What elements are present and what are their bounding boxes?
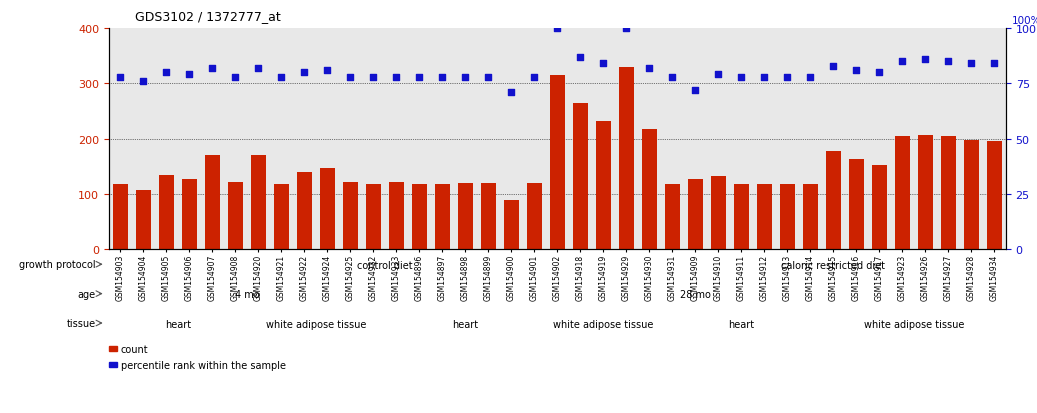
Text: tissue: tissue — [66, 318, 95, 328]
Text: control diet: control diet — [357, 260, 413, 270]
Bar — [319, 168, 335, 250]
Point — [595, 61, 612, 68]
Point — [411, 74, 427, 81]
Text: 28 mo: 28 mo — [680, 290, 710, 299]
Point — [342, 74, 359, 81]
Point — [917, 57, 933, 63]
Text: 4 mo: 4 mo — [234, 290, 259, 299]
Bar — [825, 152, 841, 250]
Bar — [343, 183, 358, 250]
Text: percentile rank within the sample: percentile rank within the sample — [120, 360, 285, 370]
Point — [733, 74, 750, 81]
Bar — [159, 175, 174, 250]
Point — [365, 74, 382, 81]
Point — [986, 61, 1003, 68]
Bar — [527, 183, 542, 250]
Bar — [109, 363, 117, 368]
Point — [618, 26, 635, 32]
Bar — [113, 185, 128, 250]
Bar — [872, 166, 887, 250]
Point — [848, 68, 865, 74]
Point — [756, 74, 773, 81]
Bar — [412, 185, 427, 250]
Bar — [642, 129, 656, 250]
Bar — [572, 104, 588, 250]
Bar — [228, 183, 243, 250]
Bar — [665, 185, 680, 250]
Text: count: count — [120, 344, 148, 354]
Bar — [136, 190, 150, 250]
Bar — [205, 156, 220, 250]
Point — [435, 74, 451, 81]
Bar — [757, 185, 772, 250]
Point — [572, 55, 589, 61]
Point — [112, 74, 129, 81]
Bar — [964, 140, 979, 250]
Bar — [251, 156, 265, 250]
Text: age: age — [78, 289, 95, 299]
Bar — [688, 179, 703, 250]
Bar — [481, 183, 496, 250]
Bar — [803, 185, 818, 250]
Bar — [895, 137, 909, 250]
Point — [135, 78, 151, 85]
Point — [297, 70, 313, 76]
Bar — [619, 68, 634, 250]
Bar — [918, 135, 933, 250]
Point — [941, 59, 957, 65]
Bar — [366, 185, 381, 250]
Point — [204, 65, 221, 72]
Point — [457, 74, 474, 81]
Point — [664, 74, 680, 81]
Bar — [849, 160, 864, 250]
Text: GDS3102 / 1372777_at: GDS3102 / 1372777_at — [135, 10, 281, 23]
Point — [181, 72, 198, 78]
Point — [503, 90, 520, 96]
Point — [871, 70, 888, 76]
Bar — [181, 180, 197, 250]
Point — [825, 63, 842, 70]
Bar — [458, 183, 473, 250]
Point — [894, 59, 910, 65]
Bar — [109, 346, 117, 351]
Bar — [780, 185, 795, 250]
Text: white adipose tissue: white adipose tissue — [265, 319, 366, 329]
Text: white adipose tissue: white adipose tissue — [553, 319, 653, 329]
Bar — [711, 177, 726, 250]
Point — [802, 74, 818, 81]
Point — [480, 74, 497, 81]
Text: heart: heart — [452, 319, 478, 329]
Point — [710, 72, 727, 78]
Text: growth protocol: growth protocol — [20, 260, 95, 270]
Point — [641, 65, 657, 72]
Point — [550, 26, 566, 32]
Bar — [435, 185, 450, 250]
Bar — [987, 142, 1002, 250]
Bar — [941, 137, 956, 250]
Text: white adipose tissue: white adipose tissue — [864, 319, 964, 329]
Text: caloric restricted diet: caloric restricted diet — [782, 260, 886, 270]
Point — [227, 74, 244, 81]
Point — [779, 74, 795, 81]
Text: heart: heart — [165, 319, 191, 329]
Point — [388, 74, 404, 81]
Text: 100%: 100% — [1011, 16, 1037, 26]
Point — [688, 88, 704, 94]
Point — [250, 65, 267, 72]
Point — [273, 74, 289, 81]
Point — [319, 68, 336, 74]
Point — [963, 61, 980, 68]
Bar — [274, 185, 289, 250]
Text: heart: heart — [728, 319, 755, 329]
Bar — [297, 173, 312, 250]
Bar — [596, 122, 611, 250]
Point — [526, 74, 542, 81]
Bar — [734, 185, 749, 250]
Bar — [550, 76, 565, 250]
Point — [158, 70, 174, 76]
Bar — [389, 183, 403, 250]
Bar — [504, 200, 518, 250]
